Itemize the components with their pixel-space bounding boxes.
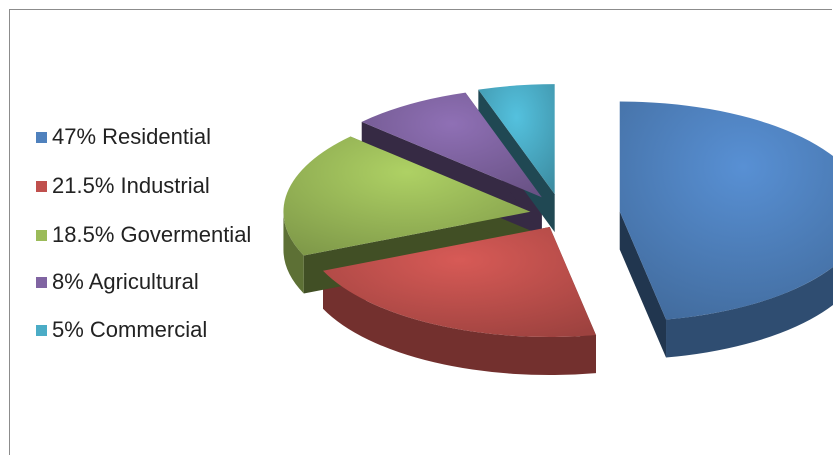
legend-label-govermential: 18.5% Govermential xyxy=(52,222,252,247)
pie-slice-agricultural xyxy=(361,92,542,198)
pie-slice-residential xyxy=(619,101,833,320)
pie-slice-industrial xyxy=(323,227,596,338)
legend-swatch-industrial xyxy=(36,180,47,192)
legend-swatch-residential xyxy=(36,131,47,143)
legend-label-industrial: 21.5% Industrial xyxy=(52,173,210,198)
pie-tops xyxy=(283,84,833,338)
slice-rim-industrial xyxy=(323,270,596,376)
pie-slice-govermential xyxy=(283,136,531,256)
legend-swatch-govermential xyxy=(36,229,47,241)
slice-rim-residential xyxy=(666,266,833,358)
legend-label-commercial: 5% Commercial xyxy=(52,317,208,342)
legend-item-residential: 47% Residential xyxy=(36,124,211,149)
pie-slice-commercial xyxy=(478,84,555,195)
legend-item-commercial: 5% Commercial xyxy=(36,317,208,342)
slice-wall-residential-1 xyxy=(619,211,667,358)
legend-item-govermential: 18.5% Govermential xyxy=(36,222,252,247)
slice-rim-govermential xyxy=(283,211,304,294)
legend-label-residential: 47% Residential xyxy=(52,124,211,149)
legend-label-agricultural: 8% Agricultural xyxy=(52,269,199,294)
legend-swatch-commercial xyxy=(36,324,47,336)
slice-wall-commercial-0 xyxy=(478,89,555,233)
legend-item-industrial: 21.5% Industrial xyxy=(36,173,210,198)
legend-item-agricultural: 8% Agricultural xyxy=(36,269,199,294)
legend-swatch-agricultural xyxy=(36,276,47,288)
